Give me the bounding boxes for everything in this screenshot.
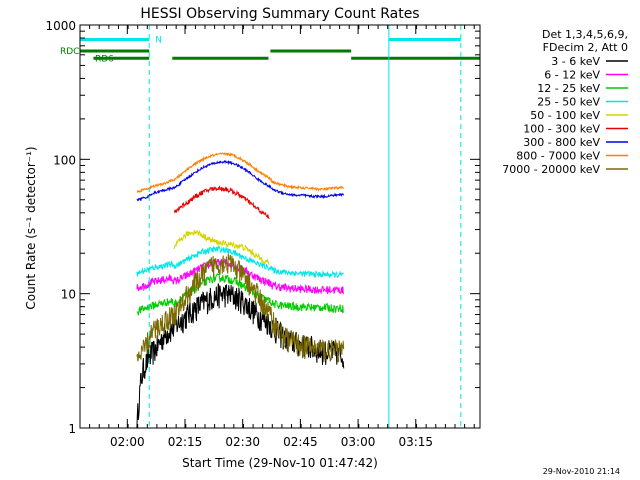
legend-entry-label: 7000 - 20000 keV	[502, 163, 600, 176]
y-tick-label: 1	[68, 422, 76, 436]
series-line	[136, 160, 345, 202]
chart-title: HESSI Observing Summary Count Rates	[140, 6, 419, 22]
legend-entry-label: 50 - 100 keV	[530, 109, 600, 122]
legend-entry-label: 12 - 25 keV	[537, 82, 600, 95]
series-line	[173, 229, 270, 265]
flag-label-rd6: RD6	[95, 54, 114, 64]
footer-date-stamp: 29-Nov-2010 21:14	[543, 467, 620, 476]
y-tick-label: 10	[61, 288, 76, 302]
x-tick-label: 02:45	[283, 435, 318, 449]
x-tick-label: 03:00	[341, 435, 376, 449]
legend-entry-label: 25 - 50 keV	[537, 96, 600, 109]
legend-header: FDecim 2, Att 0	[543, 41, 628, 54]
x-tick-label: 02:30	[225, 435, 260, 449]
x-axis-label: Start Time (29-Nov-10 01:47:42)	[182, 456, 378, 470]
series-line	[173, 185, 270, 220]
series-line	[136, 245, 344, 279]
plot-area: N RDC RD6	[60, 25, 480, 429]
y-axis-label: Count Rate (s⁻¹ detector⁻¹)	[24, 146, 38, 309]
legend: Det 1,3,4,5,6,9,FDecim 2, Att 03 - 6 keV…	[502, 28, 628, 176]
legend-entry-label: 3 - 6 keV	[551, 55, 600, 68]
series-line	[136, 253, 345, 363]
legend-entry-label: 6 - 12 keV	[544, 69, 600, 82]
series-line	[136, 272, 344, 316]
plot-frame	[79, 24, 481, 429]
y-tick-label: 100	[53, 153, 76, 167]
series-line	[136, 283, 345, 429]
legend-entry-label: 800 - 7000 keV	[516, 150, 600, 163]
axes: 1000 100 10 1 02:00 02:15 02:30 02:45 03:00 03:15	[45, 19, 481, 449]
legend-entry-label: 100 - 300 keV	[523, 123, 600, 136]
flag-label-n: N	[155, 35, 162, 45]
series-line	[136, 151, 344, 194]
legend-entry-label: 300 - 800 keV	[523, 136, 600, 149]
x-tick-label: 02:15	[168, 435, 203, 449]
x-tick-label: 02:00	[110, 435, 145, 449]
legend-header: Det 1,3,4,5,6,9,	[542, 28, 628, 41]
flag-label-rdc: RDC	[60, 47, 79, 57]
y-tick-label: 1000	[45, 19, 76, 33]
x-tick-label: 03:15	[398, 435, 433, 449]
